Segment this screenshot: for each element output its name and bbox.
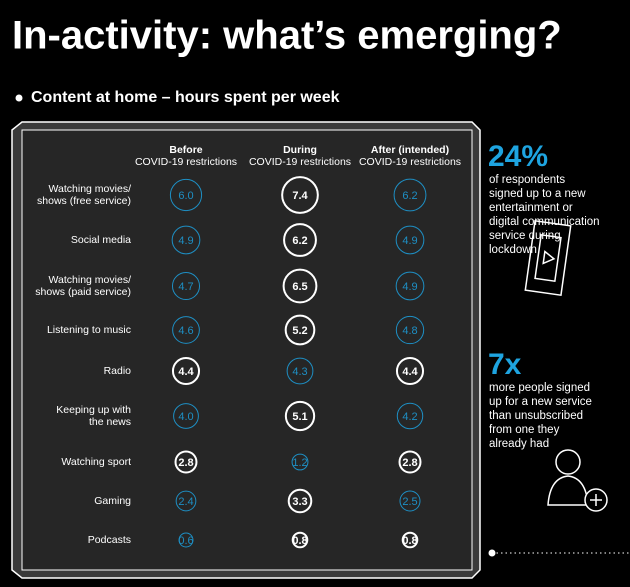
value-label: 5.1 <box>292 411 307 423</box>
value-label: 4.0 <box>178 411 193 423</box>
column-header: After (intended) <box>371 144 449 156</box>
table-panel <box>21 129 473 571</box>
stat-text: service during <box>489 230 561 242</box>
value-label: 0.8 <box>402 535 417 547</box>
value-label: 6.0 <box>178 190 193 202</box>
row-label: shows (free service) <box>37 195 131 207</box>
value-label: 1.2 <box>292 457 307 469</box>
value-bubble <box>171 356 201 386</box>
value-bubble <box>395 315 425 345</box>
stat-text: already had <box>489 438 549 450</box>
row-label: Keeping up with <box>56 404 131 416</box>
value-bubble <box>395 356 425 386</box>
value-bubble <box>398 450 422 474</box>
value-bubble <box>173 403 199 429</box>
value-bubble <box>284 400 316 432</box>
stat-text: more people signed <box>489 382 590 394</box>
stat-figure: 7x <box>488 348 522 381</box>
value-label: 2.5 <box>402 496 417 508</box>
value-bubble <box>178 532 194 548</box>
stat-text: entertainment or <box>489 202 573 214</box>
stat-text: digital communication <box>489 216 600 228</box>
value-bubble <box>399 490 421 512</box>
value-label: 5.2 <box>292 325 307 337</box>
icons <box>524 219 608 512</box>
value-label: 4.3 <box>292 366 307 378</box>
row-label: Gaming <box>94 495 131 507</box>
value-label: 2.8 <box>178 457 193 469</box>
value-label: 4.4 <box>402 366 418 378</box>
value-bubble <box>174 450 198 474</box>
value-bubble <box>172 316 200 344</box>
value-label: 2.8 <box>402 457 417 469</box>
value-bubble <box>282 268 318 304</box>
value-bubble <box>286 357 314 385</box>
row-label: Social media <box>71 234 131 246</box>
value-bubble <box>395 225 425 255</box>
row-label: Watching sport <box>61 456 131 468</box>
value-bubble <box>287 488 313 514</box>
row-label: Radio <box>104 365 132 377</box>
column-header: COVID-19 restrictions <box>359 156 461 168</box>
value-bubble <box>283 223 317 257</box>
title: In-activity: what’s emerging? <box>12 14 562 58</box>
value-label: 6.2 <box>402 190 417 202</box>
value-bubble <box>175 490 197 512</box>
row-label: Watching movies/ <box>49 183 132 195</box>
bullet <box>15 94 23 102</box>
line-dot <box>488 549 496 557</box>
value-bubble <box>291 453 309 471</box>
column-header: During <box>283 144 317 156</box>
column-header: Before <box>169 144 202 156</box>
value-bubble <box>395 271 425 301</box>
row-label: the news <box>89 416 131 428</box>
value-label: 4.9 <box>178 235 193 247</box>
value-bubble <box>291 531 309 549</box>
value-label: 4.9 <box>402 281 417 293</box>
value-label: 4.6 <box>178 325 193 337</box>
value-bubble <box>169 178 203 212</box>
stat-figure: 24% <box>488 140 548 173</box>
value-label: 4.7 <box>178 281 193 293</box>
value-bubble <box>281 176 319 214</box>
stat-text: from one they <box>489 424 560 436</box>
value-bubble <box>396 402 424 430</box>
value-label: 7.4 <box>292 190 308 202</box>
value-label: 3.3 <box>292 496 307 508</box>
value-bubble <box>284 314 316 346</box>
row-label: Watching movies/ <box>49 274 132 286</box>
stat-text: signed up to a new <box>489 188 586 200</box>
user-icon <box>547 449 608 512</box>
value-label: 4.8 <box>402 325 417 337</box>
stat-text: lockdown <box>489 244 537 256</box>
value-label: 0.8 <box>292 535 307 547</box>
value-bubble <box>401 531 419 549</box>
value-label: 4.9 <box>402 235 417 247</box>
value-bubble <box>171 271 201 301</box>
column-header: COVID-19 restrictions <box>135 156 237 168</box>
value-label: 6.5 <box>292 281 307 293</box>
value-label: 0.6 <box>178 535 193 547</box>
value-label: 6.2 <box>292 235 307 247</box>
column-header: COVID-19 restrictions <box>249 156 351 168</box>
value-label: 4.2 <box>402 411 417 423</box>
value-bubble <box>171 225 201 255</box>
row-label: shows (paid service) <box>35 286 131 298</box>
stat-text: of respondents <box>489 174 565 186</box>
film-icon <box>524 219 572 297</box>
row-label: Podcasts <box>88 534 131 546</box>
value-label: 2.4 <box>178 496 193 508</box>
value-bubble <box>393 178 427 212</box>
subtitle: Content at home – hours spent per week <box>31 89 340 106</box>
stat-text: than unsubscribed <box>489 410 583 422</box>
value-label: 4.4 <box>178 366 194 378</box>
stat-text: up for a new service <box>489 396 592 408</box>
row-label: Listening to music <box>47 324 131 336</box>
